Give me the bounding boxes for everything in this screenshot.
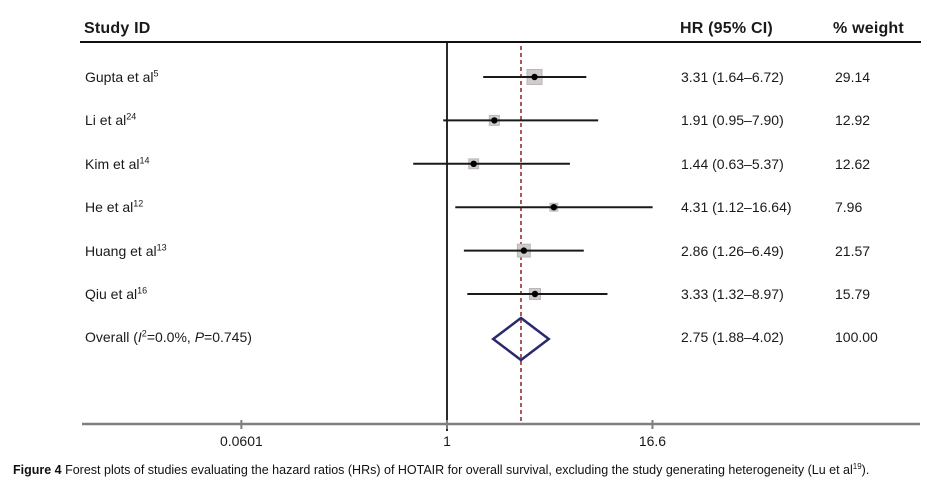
overall-label-part: I	[137, 329, 142, 345]
point-estimate-dot	[531, 290, 539, 298]
weight-value: 7.96	[835, 199, 863, 216]
study-name: Kim et al	[85, 155, 140, 172]
weight-value: 12.62	[835, 155, 871, 172]
hr-ci-value: 2.86 (1.26–6.49)	[681, 242, 784, 259]
point-estimate-dot	[491, 117, 498, 124]
study-label: Qiu et al16	[85, 286, 147, 302]
overall-label-part: 2	[141, 328, 147, 339]
overall-diamond	[491, 316, 551, 362]
overall-label: Overall (I2=0.0%, P=0.745)	[85, 329, 252, 345]
overall-label-part: Overall (	[85, 329, 138, 345]
study-ref-superscript: 5	[153, 68, 159, 79]
figure-caption: Figure 4 Forest plots of studies evaluat…	[13, 461, 918, 479]
column-header-weight: % weight	[833, 20, 904, 37]
hr-ci-value: 1.91 (0.95–7.90)	[681, 112, 784, 129]
figure-caption-text: Forest plots of studies evaluating the h…	[61, 463, 853, 477]
axis-tick-label: 16.6	[638, 433, 667, 449]
point-estimate-dot	[550, 204, 558, 211]
column-header-study-id: Study ID	[84, 20, 151, 37]
study-name: Li et al	[85, 112, 127, 129]
study-name: He et al	[85, 199, 134, 216]
figure-caption-label: Figure 4	[13, 463, 62, 477]
weight-value: 100.00	[835, 329, 878, 345]
study-label: Li et al24	[85, 112, 136, 128]
point-estimate-dot	[531, 73, 538, 81]
study-label: Kim et al14	[85, 156, 149, 172]
weight-value: 12.92	[835, 112, 871, 129]
study-name: Gupta et al	[85, 69, 154, 85]
study-ref-superscript: 14	[139, 155, 150, 166]
study-name: Qiu et al	[85, 286, 138, 302]
figure-caption-ref-superscript: 19	[852, 461, 862, 471]
point-estimate-dot	[520, 247, 528, 254]
overall-label-part: =0.745)	[204, 329, 252, 345]
study-ref-superscript: 24	[126, 111, 137, 122]
column-header-hr-ci: HR (95% CI)	[680, 20, 773, 37]
weight-value: 21.57	[835, 242, 871, 259]
hr-ci-value: 4.31 (1.12–16.64)	[681, 199, 792, 216]
study-label: He et al12	[85, 199, 143, 215]
study-name: Huang et al	[85, 242, 157, 259]
point-estimate-dot	[470, 160, 477, 167]
hr-ci-value: 1.44 (0.63–5.37)	[681, 155, 784, 172]
study-ref-superscript: 16	[137, 285, 148, 296]
weight-value: 15.79	[835, 286, 871, 302]
overall-label-part: P	[194, 329, 205, 345]
study-label: Huang et al13	[85, 241, 167, 259]
header-divider-line	[80, 41, 921, 43]
axis-tick-label: 1	[443, 433, 451, 449]
study-ref-superscript: 12	[133, 198, 144, 209]
hr-ci-value: 3.31 (1.64–6.72)	[681, 69, 784, 85]
overall-label-part: =0.0%,	[146, 329, 195, 345]
hr-ci-value: 2.75 (1.88–4.02)	[681, 329, 784, 345]
study-ref-superscript: 13	[156, 241, 167, 252]
figure-caption-tail: ).	[861, 463, 870, 477]
study-label: Gupta et al5	[85, 69, 159, 85]
hr-ci-value: 3.33 (1.32–8.97)	[681, 286, 784, 302]
weight-value: 29.14	[835, 69, 871, 85]
axis-tick-label: 0.0601	[219, 433, 263, 449]
